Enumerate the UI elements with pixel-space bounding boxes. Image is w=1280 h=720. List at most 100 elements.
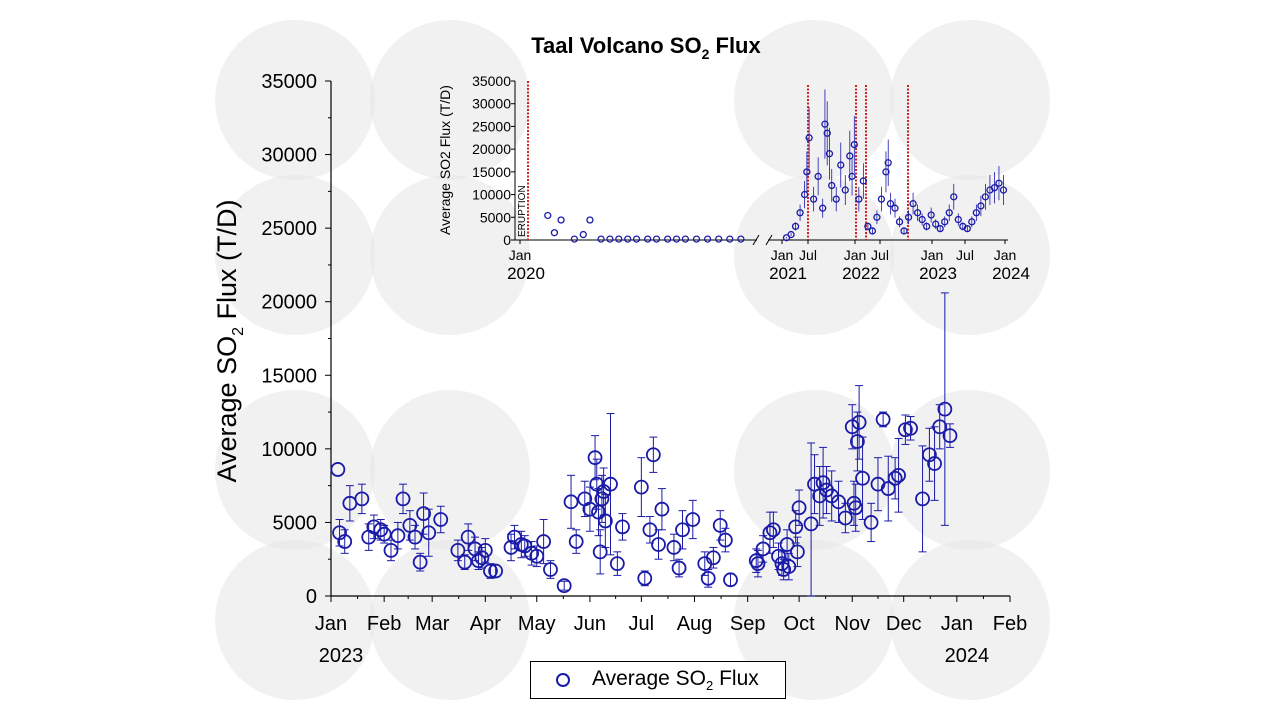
inset-data-marker — [950, 193, 958, 201]
data-marker — [717, 532, 733, 548]
inset-y-tick-label: 0 — [503, 232, 511, 248]
inset-data-marker — [922, 222, 931, 231]
data-marker — [700, 570, 716, 586]
data-point — [556, 578, 572, 594]
inset-x-tick-label: Jan — [509, 247, 532, 263]
data-marker — [383, 542, 399, 558]
data-marker — [587, 450, 603, 466]
data-marker — [633, 479, 649, 495]
watermark-circle — [215, 390, 375, 550]
watermark-circle — [734, 175, 894, 335]
data-marker — [563, 494, 579, 510]
data-point — [582, 486, 598, 532]
inset-data-marker — [850, 140, 858, 149]
data-point — [421, 508, 437, 557]
inset-data-marker — [597, 235, 605, 243]
inset-data-marker — [900, 227, 908, 235]
data-marker — [654, 501, 670, 517]
inset-data-marker — [846, 152, 854, 160]
data-point — [390, 521, 406, 550]
data-point — [592, 529, 608, 575]
data-marker — [815, 475, 831, 491]
y-tick-label: 15000 — [261, 365, 317, 387]
data-marker — [412, 554, 428, 570]
data-marker — [723, 572, 738, 588]
data-marker — [433, 512, 449, 527]
inset-data-marker — [550, 229, 559, 237]
inset-data-marker — [703, 235, 712, 243]
x-tick-label: Jan — [315, 613, 347, 635]
data-marker — [791, 500, 807, 516]
data-marker — [675, 522, 690, 538]
data-marker — [594, 491, 610, 507]
watermark-circle — [890, 390, 1050, 550]
inset-data-marker — [837, 161, 845, 169]
data-marker — [788, 519, 804, 535]
chart-title-main: Taal Volcano SO — [531, 33, 701, 58]
inset-data-marker — [692, 235, 701, 243]
data-point — [887, 457, 903, 500]
inset-data-marker — [884, 159, 892, 167]
main-axes: 0 5000 10000 15000 20000 25000 30000 35000 Jan Fe… — [261, 71, 1027, 667]
inset-data-marker — [941, 218, 949, 226]
data-point — [815, 446, 831, 519]
inset-data-marker — [981, 193, 990, 201]
data-marker — [536, 534, 552, 549]
inset-data-marker — [681, 235, 690, 243]
data-point — [337, 529, 353, 554]
inset-data-marker — [586, 216, 594, 224]
data-point — [891, 438, 906, 513]
chart-title-sub: 2 — [702, 46, 710, 62]
data-marker — [915, 491, 930, 507]
y-tick-label: 30000 — [261, 145, 317, 167]
y-axis-label-sub: 2 — [230, 327, 247, 336]
inset-data-marker — [796, 209, 804, 217]
inset-x-tick-label: Jul — [871, 247, 889, 263]
data-marker — [851, 414, 867, 430]
data-point — [849, 411, 865, 472]
data-marker — [891, 467, 906, 483]
y-axis-label-tail: Flux (T/D) — [212, 200, 242, 328]
x-tick-label: Apr — [470, 613, 501, 635]
watermark-circle — [215, 20, 375, 180]
legend-label: Average SO2 Flux — [592, 667, 759, 693]
watermark-logo-pattern — [215, 20, 1050, 700]
data-marker — [671, 560, 687, 576]
legend: Average SO2 Flux — [530, 661, 786, 699]
inset-data-marker — [803, 168, 811, 176]
data-marker — [568, 534, 584, 549]
inset-data-marker — [726, 235, 734, 243]
inset-data-marker — [999, 186, 1008, 194]
inset-data-marker — [977, 202, 985, 210]
x-year-label: 2024 — [945, 645, 990, 667]
data-marker — [789, 544, 805, 560]
inset-data-marker — [859, 177, 868, 185]
inset-data-marker — [891, 204, 899, 212]
watermark-circle — [215, 540, 375, 700]
y-axis-label: Average SO2 Flux (T/D) — [212, 200, 247, 483]
inset-y-axis-label: Average SO2 Flux (T/D) — [437, 85, 453, 235]
inset-x-year-label: 2022 — [842, 264, 880, 283]
inset-y-tick-label: 5000 — [480, 209, 511, 225]
data-point — [637, 570, 653, 587]
inset-data-marker — [624, 235, 632, 243]
watermark-circle — [734, 540, 894, 700]
data-marker — [651, 537, 666, 552]
data-point — [361, 523, 377, 551]
x-tick-label: Dec — [886, 613, 922, 635]
inset-data-marker — [570, 235, 579, 243]
data-marker — [373, 522, 389, 538]
inset-data-marker — [886, 200, 895, 208]
watermark-circle — [370, 540, 530, 700]
inset-data-marker — [877, 195, 886, 203]
data-marker — [421, 525, 437, 541]
data-point — [577, 480, 593, 518]
chart-title-tail: Flux — [709, 33, 761, 58]
inset-data-marker — [715, 235, 723, 243]
inset-data-marker — [873, 213, 881, 221]
inset-data-marker — [819, 204, 827, 212]
watermark-circle — [734, 390, 894, 550]
inset-data-marker — [990, 184, 999, 192]
inset-data-marker — [855, 195, 863, 203]
inset-data-marker — [828, 181, 836, 190]
